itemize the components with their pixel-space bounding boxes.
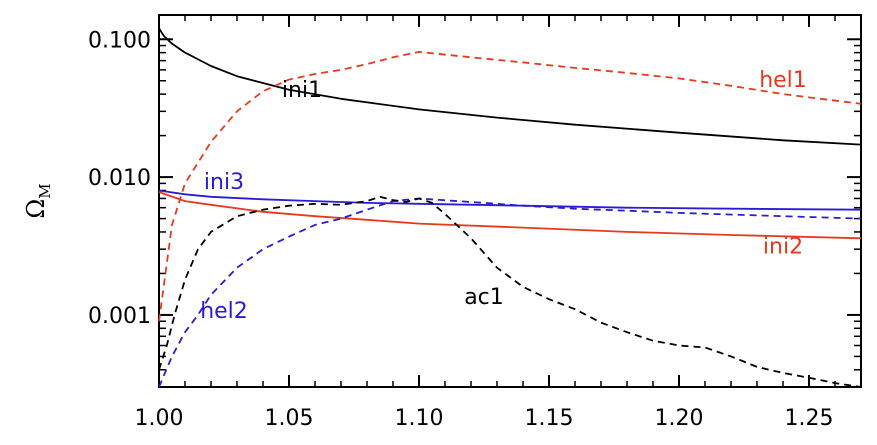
x-tick-label: 1.15 (525, 406, 574, 431)
series-group (158, 27, 862, 388)
series-line-hel2 (158, 197, 862, 388)
x-tick-label: 1.00 (135, 406, 184, 431)
y-tick-label: 0.100 (88, 28, 151, 53)
series-labels: ini1 hel1 ini3 ini2 hel2 ac1 (200, 68, 807, 324)
x-tick-label: 1.20 (655, 406, 704, 431)
series-label-hel2: hel2 (200, 299, 248, 324)
series-line-ini2 (158, 191, 862, 240)
series-line-ini1 (158, 27, 862, 146)
series-line-ac1 (158, 195, 862, 388)
y-axis-title-subscript: M (36, 183, 54, 198)
y-tick-label: 0.001 (88, 304, 151, 329)
series-label-hel1: hel1 (759, 68, 807, 93)
y-axis-title-main: Ω (22, 199, 50, 219)
x-tick-label: 1.10 (395, 406, 444, 431)
series-line-hel1 (158, 51, 862, 322)
y-axis-title: ΩM (22, 183, 54, 218)
x-tick-label: 1.05 (265, 406, 314, 431)
series-label-ini2: ini2 (763, 234, 803, 259)
x-tick-label: 1.25 (785, 406, 834, 431)
series-label-ini1: ini1 (282, 78, 322, 103)
y-tick-label: 0.010 (88, 166, 151, 191)
plot-frame (158, 14, 862, 388)
series-line-ini3 (158, 189, 862, 211)
series-label-ini3: ini3 (204, 170, 244, 195)
series-label-ac1: ac1 (464, 285, 504, 310)
axis-ticks: 1.00 1.05 1.10 1.15 1.20 1.25 0.001 0.010 0.100 (88, 15, 861, 431)
